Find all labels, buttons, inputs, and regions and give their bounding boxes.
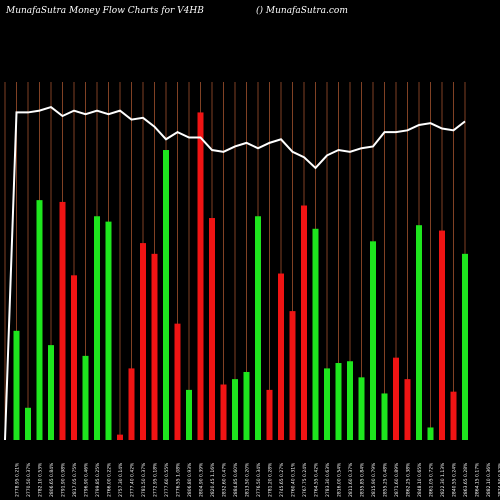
x-tick-label: 2806.65 0.84% xyxy=(49,462,55,497)
money-flow-bar xyxy=(25,407,31,440)
x-tick-label: 2806.80 0.93% xyxy=(187,462,193,497)
x-tick-label: 2811.60 0.37% xyxy=(348,462,354,497)
money-flow-bar xyxy=(462,253,468,440)
site-credit: () MunafaSutra.com xyxy=(256,6,348,16)
money-flow-bar xyxy=(209,218,215,440)
money-flow-bar xyxy=(163,150,169,440)
money-flow-bar xyxy=(220,384,227,440)
x-tick-label: 2832.60 0.47% xyxy=(222,462,228,497)
money-flow-bar xyxy=(416,225,422,440)
money-flow-bar xyxy=(128,368,135,440)
x-tick-label: 2884.85 0.60% xyxy=(233,462,239,497)
x-tick-label: 2770.50 0.37% xyxy=(26,462,32,497)
money-flow-bar xyxy=(71,275,77,440)
money-flow-bar xyxy=(197,112,204,441)
x-tick-label: 2855.25 0.48% xyxy=(383,462,389,497)
money-flow-bar xyxy=(450,391,457,440)
money-flow-bar xyxy=(393,357,399,440)
money-flow-bar xyxy=(404,379,411,440)
x-tick-label: 2871.60 0.89% xyxy=(394,462,400,497)
money-flow-bar xyxy=(335,363,342,440)
x-tick-label: 2778.95 0.21% xyxy=(15,462,21,497)
money-flow-bar xyxy=(186,389,192,440)
money-flow-bar xyxy=(312,228,319,440)
x-tick-label: 2882.10 0.36% xyxy=(486,462,492,497)
x-tick-label: 2817.05 0.75% xyxy=(72,462,78,497)
money-flow-bar xyxy=(301,205,307,440)
x-tick-label: 2848.10 0.65% xyxy=(417,462,423,497)
x-tick-label: 2776.55 1.08% xyxy=(176,462,182,497)
money-flow-bar xyxy=(427,427,434,440)
x-tick-label: 2864.15 0.17% xyxy=(475,462,481,497)
x-tick-label: 2796.90 0.46% xyxy=(84,462,90,497)
x-tick-label: 2767.75 0.24% xyxy=(302,462,308,497)
x-tick-label: 2835.85 0.84% xyxy=(360,462,366,497)
money-flow-bar xyxy=(174,323,181,440)
x-tick-label: 2820.45 1.16% xyxy=(210,462,216,497)
x-tick-label: 2799.85 0.25% xyxy=(95,462,101,497)
x-tick-label: 2782.10 0.53% xyxy=(38,462,44,497)
money-flow-bar xyxy=(439,230,445,440)
x-tick-label: 2766.00 0.22% xyxy=(107,462,113,497)
money-flow-bar xyxy=(232,379,238,440)
x-tick-label: 2772.95 0.18% xyxy=(153,462,159,497)
price-line xyxy=(4,105,466,441)
x-tick-label: 2815.90 0.79% xyxy=(371,462,377,497)
money-flow-bar xyxy=(82,355,89,440)
x-tick-label: 2874.50 0.52% xyxy=(498,462,500,497)
money-flow-bar xyxy=(370,241,376,440)
money-flow-bar xyxy=(13,330,20,440)
money-flow-bar xyxy=(347,361,353,440)
x-tick-label: 2764.55 0.42% xyxy=(314,462,320,497)
money-flow-bar xyxy=(36,200,43,440)
money-flow-bar xyxy=(324,368,330,440)
x-tick-label: 2813.50 0.20% xyxy=(245,462,251,497)
money-flow-bar xyxy=(255,216,261,440)
money-flow-bar xyxy=(358,377,365,440)
x-tick-label: 2863.65 0.28% xyxy=(463,462,469,497)
money-flow-bar xyxy=(48,345,54,440)
x-tick-label: 2840.55 0.24% xyxy=(452,462,458,497)
x-tick-label: 2760.40 0.31% xyxy=(291,462,297,497)
x-tick-label: 2783.30 0.63% xyxy=(325,462,331,497)
x-tick-label: 2745.65 0.27% xyxy=(279,462,285,497)
money-flow-bar xyxy=(278,273,284,440)
x-tick-label: 2781.20 0.28% xyxy=(268,462,274,497)
money-flow-bar xyxy=(151,253,158,440)
x-tick-label: 2791.90 0.98% xyxy=(61,462,67,497)
x-tick-label: 2816.00 0.54% xyxy=(337,462,343,497)
x-tick-label: 2861.05 0.72% xyxy=(429,462,435,497)
money-flow-bar xyxy=(381,393,388,440)
x-tick-label: 2822.30 1.13% xyxy=(440,462,446,497)
x-tick-label: 2777.60 0.55% xyxy=(164,462,170,497)
money-flow-bar xyxy=(59,201,66,440)
chart-title: MunafaSutra Money Flow Charts for V4HB xyxy=(6,6,204,16)
money-flow-bar xyxy=(289,311,296,440)
money-flow-bar xyxy=(140,243,146,440)
money-flow-bar xyxy=(266,389,273,440)
x-tick-label: 2862.25 0.38% xyxy=(406,462,412,497)
money-flow-bar xyxy=(94,216,100,440)
x-tick-label: 2781.50 0.37% xyxy=(141,462,147,497)
money-flow-bar xyxy=(117,434,123,440)
money-flow-bar xyxy=(105,221,112,440)
x-tick-label: 2776.50 0.34% xyxy=(256,462,262,497)
money-flow-bar xyxy=(243,371,250,440)
x-tick-label: 2804.90 0.39% xyxy=(199,462,205,497)
x-tick-label: 2757.30 0.14% xyxy=(118,462,124,497)
x-tick-label: 2777.40 0.42% xyxy=(130,462,136,497)
